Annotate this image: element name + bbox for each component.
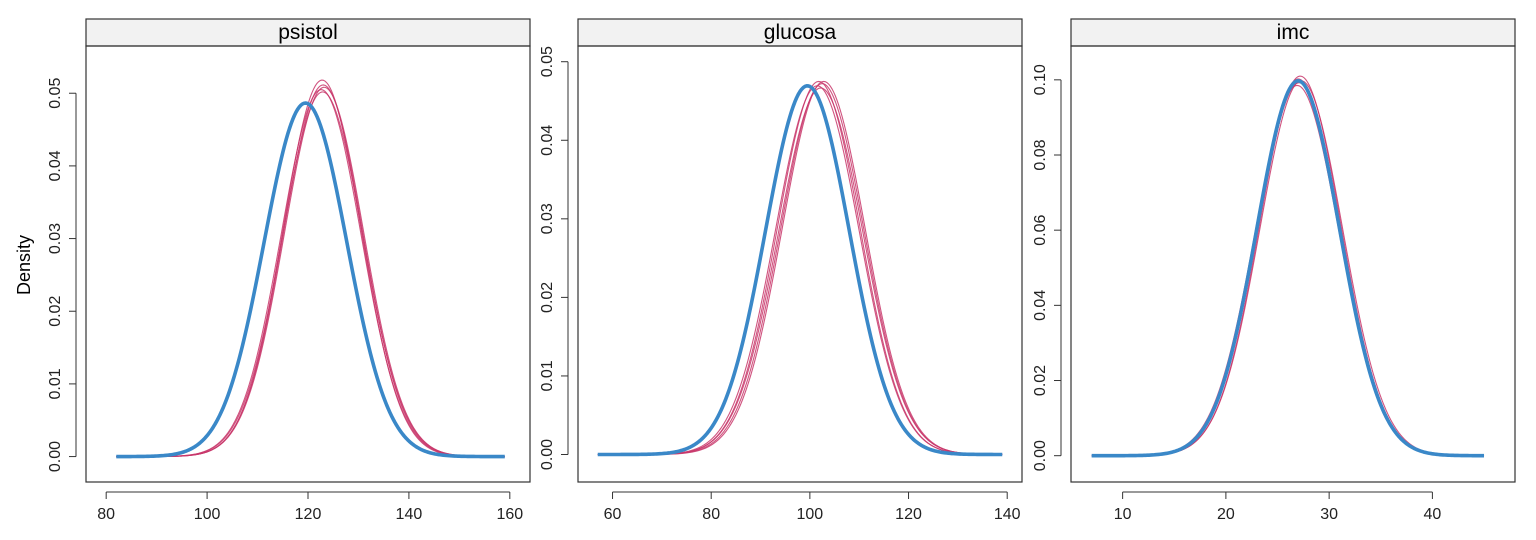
imputed-density-line-5	[597, 80, 1003, 456]
imputed-density-line-4	[1091, 78, 1485, 457]
imputed-density-line-3	[1091, 80, 1485, 457]
x-tick-label: 100	[194, 506, 221, 523]
y-tick-label: 0.01	[47, 368, 64, 399]
strip-title-imc: imc	[1277, 21, 1310, 44]
imputed-density-line-4	[597, 87, 1003, 456]
x-tick-label: 80	[702, 506, 720, 523]
imputed-density-line-3	[116, 89, 505, 458]
x-tick-label: 140	[994, 506, 1021, 523]
y-axis-psistol: 0.00 0.01 0.02 0.03 0.04 0.05	[47, 78, 77, 472]
x-tick-label: 10	[1114, 506, 1132, 523]
y-tick-label: 0.02	[539, 282, 556, 313]
y-axis-title: Density	[14, 235, 34, 295]
y-tick-label: 0.02	[47, 296, 64, 327]
strip-psistol	[85, 18, 531, 47]
panel-psistol: psistol 0.00 0.01 0.02 0.03 0.04 0.05 80 100 120 1…	[47, 18, 531, 523]
y-tick-label: 0.08	[1032, 139, 1049, 170]
x-axis-imc: 10 20 30 40	[1114, 491, 1441, 523]
y-tick-label: 0.03	[539, 203, 556, 234]
y-tick-label: 0.00	[47, 441, 64, 472]
x-tick-label: 20	[1217, 506, 1235, 523]
y-tick-label: 0.04	[539, 125, 556, 156]
y-tick-label: 0.05	[47, 78, 64, 109]
x-tick-label: 30	[1320, 506, 1338, 523]
panel-imc: imc 0.00 0.02 0.04 0.06 0.08 0.10 10 20 30 40	[1032, 18, 1516, 523]
imputed-density-line-4	[116, 86, 505, 458]
x-tick-label: 140	[396, 506, 423, 523]
x-tick-label: 40	[1423, 506, 1441, 523]
observed-density-line	[597, 84, 1003, 457]
y-tick-label: 0.10	[1032, 64, 1049, 95]
x-axis-psistol: 80 100 120 140 160	[97, 491, 523, 523]
curves-imc	[1091, 75, 1485, 458]
strip-title-glucosa: glucosa	[764, 21, 837, 44]
x-tick-label: 60	[604, 506, 622, 523]
y-axis-glucosa: 0.00 0.01 0.02 0.03 0.04 0.05	[539, 46, 569, 470]
plot-frame-glucosa	[577, 45, 1023, 483]
curves-psistol	[116, 79, 505, 459]
x-tick-label: 120	[295, 506, 322, 523]
x-tick-label: 80	[97, 506, 115, 523]
y-tick-label: 0.00	[1032, 440, 1049, 471]
imputed-density-line-2	[116, 84, 505, 458]
y-tick-label: 0.02	[1032, 365, 1049, 396]
plot-frame-imc	[1070, 45, 1516, 483]
strip-title-psistol: psistol	[278, 21, 338, 44]
plot-frame-psistol	[85, 45, 531, 483]
curves-glucosa	[597, 80, 1003, 457]
x-axis-glucosa: 60 80 100 120 140	[604, 491, 1021, 523]
strip-imc	[1070, 18, 1516, 47]
y-tick-label: 0.01	[539, 360, 556, 391]
panels-container: psistol 0.00 0.01 0.02 0.03 0.04 0.05 80 100 120 1…	[47, 18, 1516, 523]
y-axis-imc: 0.00 0.02 0.04 0.06 0.08 0.10	[1032, 64, 1062, 471]
x-tick-label: 160	[496, 506, 523, 523]
imputed-density-line-1	[1091, 75, 1485, 457]
y-tick-label: 0.03	[47, 223, 64, 254]
y-tick-label: 0.04	[47, 150, 64, 181]
imputed-density-line-5	[1091, 82, 1485, 457]
observed-density-line	[1091, 79, 1485, 458]
observed-density-line	[116, 101, 505, 459]
y-tick-label: 0.05	[539, 46, 556, 77]
y-tick-label: 0.04	[1032, 290, 1049, 321]
imputed-density-line-3	[597, 85, 1003, 456]
imputed-density-line-2	[1091, 84, 1485, 457]
imputed-density-line-5	[116, 91, 505, 458]
y-tick-label: 0.06	[1032, 215, 1049, 246]
y-tick-label: 0.00	[539, 439, 556, 470]
x-tick-label: 120	[895, 506, 922, 523]
panel-glucosa: glucosa 0.00 0.01 0.02 0.03 0.04 0.05 60 80 100 12…	[539, 18, 1023, 523]
imputed-density-line-1	[116, 79, 505, 458]
x-tick-label: 100	[797, 506, 824, 523]
